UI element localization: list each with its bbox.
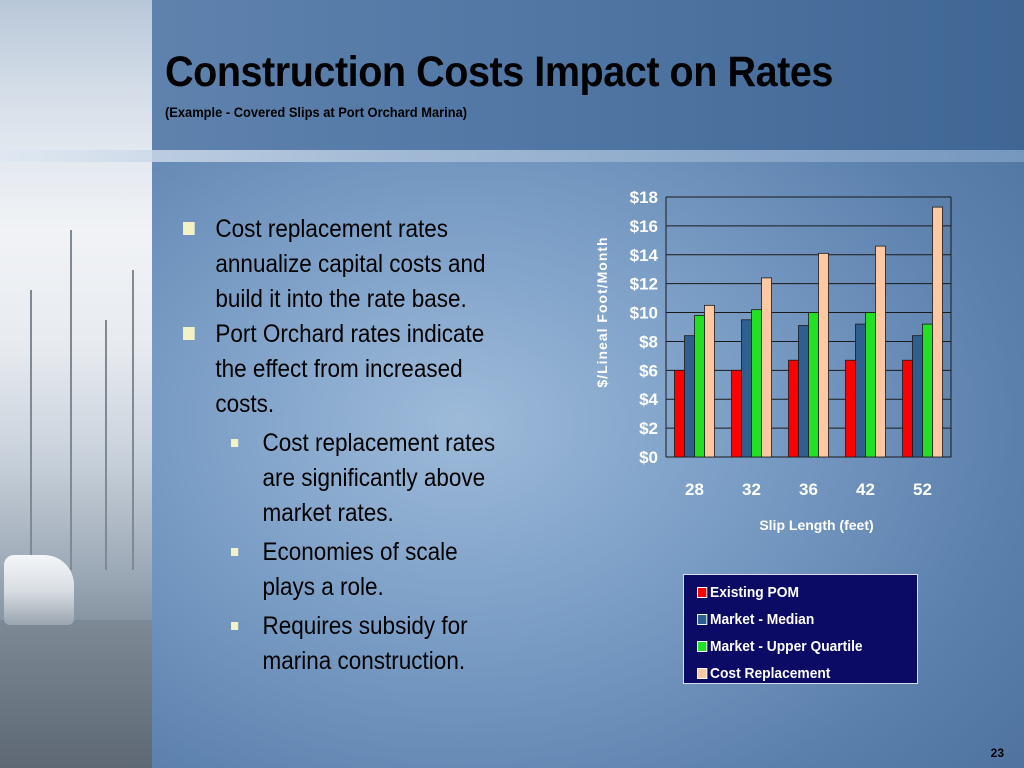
bar bbox=[694, 315, 705, 458]
bullet-item: Port Orchard rates indicate the effect f… bbox=[183, 317, 498, 422]
boat bbox=[4, 555, 74, 625]
bar bbox=[808, 312, 819, 458]
bar bbox=[761, 277, 772, 458]
bullet-list: Cost replacement rates annualize capital… bbox=[183, 212, 533, 679]
title-band bbox=[152, 0, 1024, 150]
legend-label: Existing POM bbox=[710, 584, 799, 601]
legend-swatch bbox=[697, 641, 708, 652]
legend-item-cost-replacement: Cost Replacement bbox=[697, 660, 900, 687]
bar-chart: $0 $2 $4 $6 $8 $10 $12 $14 $16 $18 28 32 36 42 52 $/Lin… bbox=[594, 188, 952, 533]
bullet-text: Economies of scale plays a role. bbox=[262, 538, 458, 601]
bar bbox=[674, 369, 685, 458]
bar bbox=[704, 304, 715, 458]
bar bbox=[741, 319, 752, 458]
x-tick-label: 52 bbox=[913, 480, 932, 499]
bar bbox=[922, 323, 933, 458]
sub-bullet-item: Economies of scale plays a role. bbox=[231, 535, 503, 605]
legend-item-market-median: Market - Median bbox=[697, 606, 900, 633]
slide-title: Construction Costs Impact on Rates bbox=[165, 48, 833, 96]
y-tick-label: $16 bbox=[630, 217, 658, 236]
legend-item-market-upper-quartile: Market - Upper Quartile bbox=[697, 633, 900, 660]
sub-bullet-item: Cost replacement rates are significantly… bbox=[231, 426, 503, 531]
x-axis-title: Slip Length (feet) bbox=[759, 517, 873, 533]
page-number: 23 bbox=[990, 746, 1004, 760]
y-tick-label: $8 bbox=[639, 332, 658, 351]
bar bbox=[912, 335, 923, 458]
y-tick-label: $6 bbox=[639, 361, 658, 380]
x-tick-label: 28 bbox=[685, 480, 704, 499]
square-bullet-icon bbox=[231, 622, 239, 630]
photo-water bbox=[0, 620, 152, 768]
y-tick-label: $18 bbox=[630, 188, 658, 207]
mast bbox=[70, 230, 72, 570]
bar bbox=[818, 252, 829, 458]
bullet-item: Cost replacement rates annualize capital… bbox=[183, 212, 498, 317]
bar bbox=[788, 359, 799, 458]
legend-swatch bbox=[697, 668, 708, 679]
y-tick-label: $12 bbox=[630, 275, 658, 294]
mast bbox=[30, 290, 32, 570]
bullet-text: Cost replacement rates are significantly… bbox=[262, 429, 496, 527]
title-divider bbox=[0, 150, 1024, 162]
bar bbox=[902, 359, 913, 458]
bar bbox=[798, 325, 809, 458]
y-tick-label: $4 bbox=[639, 390, 658, 409]
square-bullet-icon bbox=[183, 327, 195, 340]
bar bbox=[731, 369, 742, 458]
square-bullet-icon bbox=[231, 439, 239, 447]
x-tick-label: 42 bbox=[856, 480, 875, 499]
bar bbox=[751, 309, 762, 458]
bar bbox=[855, 323, 866, 458]
bullet-text: Requires subsidy for marina construction… bbox=[262, 612, 468, 675]
bar bbox=[875, 245, 886, 458]
y-tick-label: $0 bbox=[639, 448, 658, 467]
legend-label: Market - Median bbox=[710, 611, 815, 628]
mast bbox=[132, 270, 134, 570]
legend-swatch bbox=[697, 587, 708, 598]
x-tick-label: 36 bbox=[799, 480, 818, 499]
slide-subtitle: (Example - Covered Slips at Port Orchard… bbox=[165, 104, 468, 120]
x-tick-label: 32 bbox=[742, 480, 761, 499]
bar bbox=[684, 335, 695, 458]
y-axis-title: $/Lineal Foot/Month bbox=[594, 236, 610, 387]
bar bbox=[865, 312, 876, 458]
bar bbox=[932, 206, 943, 458]
y-tick-label: $2 bbox=[639, 419, 658, 438]
photo-sky bbox=[0, 0, 152, 150]
legend-label: Cost Replacement bbox=[710, 665, 831, 682]
bar bbox=[845, 359, 856, 458]
y-tick-label: $14 bbox=[630, 246, 659, 265]
sub-bullet-item: Requires subsidy for marina construction… bbox=[231, 609, 503, 679]
mast bbox=[105, 320, 107, 570]
legend-item-existing-pom: Existing POM bbox=[697, 579, 900, 606]
square-bullet-icon bbox=[183, 222, 195, 235]
bullet-text: Cost replacement rates annualize capital… bbox=[215, 215, 486, 313]
bullet-text: Port Orchard rates indicate the effect f… bbox=[215, 320, 485, 418]
legend-swatch bbox=[697, 614, 708, 625]
square-bullet-icon bbox=[231, 548, 239, 556]
chart-legend: Existing POM Market - Median Market - Up… bbox=[683, 574, 918, 684]
harbor-photo bbox=[0, 0, 152, 768]
y-tick-label: $10 bbox=[630, 304, 658, 323]
legend-label: Market - Upper Quartile bbox=[710, 638, 863, 655]
